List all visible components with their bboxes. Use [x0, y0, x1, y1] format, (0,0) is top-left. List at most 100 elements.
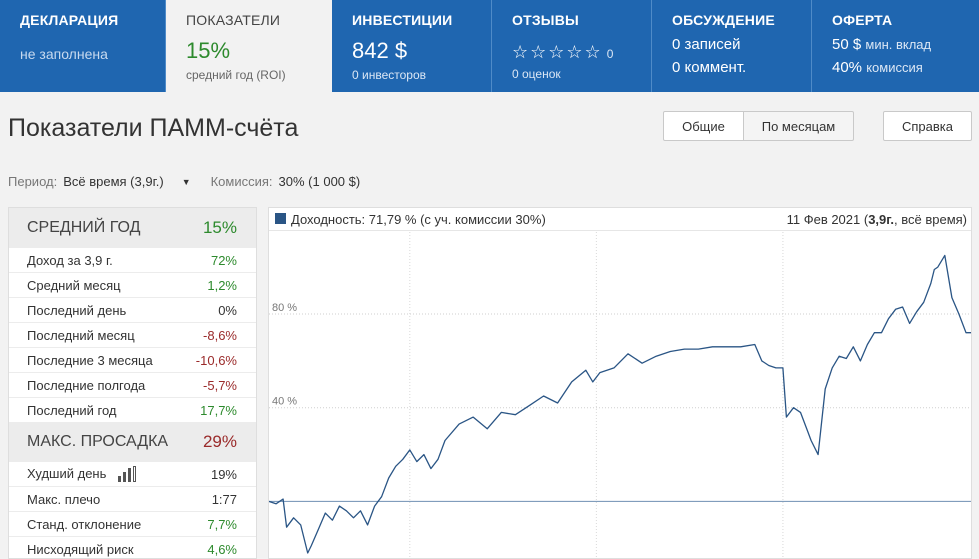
stat-label: Доход за 3,9 г.: [27, 252, 113, 268]
discussion-comments: 0 коммент.: [672, 59, 747, 76]
yield-chart-plot: 80 % 40 %: [269, 232, 972, 558]
stat-value: 17,7%: [200, 402, 237, 418]
stat-row: Средний месяц 1,2%: [9, 272, 256, 297]
chart-date-suffix: , всё время): [894, 212, 967, 227]
tab-indicators[interactable]: ПОКАЗАТЕЛИ 15% средний год (ROI): [166, 0, 332, 92]
general-button[interactable]: Общие: [663, 111, 744, 141]
stat-row: Доход за 3,9 г. 72%: [9, 247, 256, 272]
stat-label: Худший день: [27, 465, 107, 481]
chart-date-bold: 3,9г.: [868, 212, 894, 227]
stat-label-wrap: Средний месяц: [27, 278, 121, 293]
tab-offer[interactable]: ОФЕРТА 50 $ мин. вклад 40% комиссия: [812, 0, 979, 92]
drawdown-label: МАКС. ПРОСАДКА: [27, 432, 169, 450]
stat-value: -10,6%: [195, 352, 237, 368]
tab-declaration-value: не заполнена: [20, 46, 108, 62]
stat-label-wrap: Последний месяц: [27, 328, 135, 343]
tab-declaration-title: ДЕКЛАРАЦИЯ: [20, 12, 119, 28]
tab-discussion[interactable]: ОБСУЖДЕНИЕ 0 записей 0 коммент.: [652, 0, 812, 92]
tab-reviews-sub: 0 оценок: [512, 67, 561, 81]
tab-investments-value: 842 $: [352, 38, 408, 63]
commission-select[interactable]: 30% (1 000 $): [278, 174, 361, 189]
stat-value: 7,7%: [207, 516, 237, 532]
stats-rows-risk: Худший день 19% Макс. плечо 1:77 Станд. откл…: [9, 461, 256, 559]
stat-label: Нисходящий риск: [27, 541, 134, 557]
tab-reviews[interactable]: ОТЗЫВЫ ☆☆☆☆☆ 0 0 оценок: [492, 0, 652, 92]
offer-min-deposit-value: 50 $: [832, 36, 862, 53]
stat-label: Средний месяц: [27, 277, 121, 293]
stats-rows-income: Доход за 3,9 г. 72% Средний месяц 1,2% После…: [9, 247, 256, 422]
stat-value: 1,2%: [207, 277, 237, 293]
stat-label: Последние 3 месяца: [27, 352, 153, 368]
tab-investments[interactable]: ИНВЕСТИЦИИ 842 $ 0 инвесторов: [332, 0, 492, 92]
tab-declaration[interactable]: ДЕКЛАРАЦИЯ не заполнена: [0, 0, 166, 92]
avg-year-label: СРЕДНИЙ ГОД: [27, 218, 141, 236]
avg-year-value: 15%: [202, 217, 237, 237]
chart-legend: Доходность: 71,79 % (с уч. комиссии 30%): [291, 212, 546, 227]
period-label: Период:: [8, 174, 58, 189]
stat-value: 72%: [210, 252, 237, 268]
tab-reviews-title: ОТЗЫВЫ: [512, 12, 579, 28]
stat-row: Последние полгода -5,7%: [9, 372, 256, 397]
y-tick-label: 40 %: [272, 396, 297, 408]
page-title: Показатели ПАММ-счёта: [8, 114, 299, 142]
monthly-button[interactable]: По месяцам: [743, 111, 854, 141]
stat-label-wrap: Макс. плечо: [27, 492, 100, 507]
stat-label: Последний месяц: [27, 327, 135, 343]
stat-label: Станд. отклонение: [27, 516, 142, 532]
stat-value: 19%: [210, 466, 237, 482]
stat-label-wrap: Последний день: [27, 303, 126, 318]
legend-swatch: [275, 213, 286, 224]
tab-indicators-value: 15%: [186, 38, 231, 63]
stat-label-wrap: Худший день: [27, 465, 137, 483]
tab-investments-title: ИНВЕСТИЦИИ: [352, 12, 453, 28]
stat-value: 4,6%: [207, 541, 237, 557]
stat-value: 0%: [218, 302, 237, 318]
drawdown-header: МАКС. ПРОСАДКА 29%: [9, 422, 256, 461]
stat-row: Последний месяц -8,6%: [9, 322, 256, 347]
filters-bar: Период: Всё время (3,9г.) ▼ Комиссия: 30…: [8, 174, 360, 189]
stat-row: Худший день 19%: [9, 461, 256, 486]
y-tick-label: 80 %: [272, 302, 297, 314]
stat-row: Нисходящий риск 4,6%: [9, 536, 256, 559]
chevron-down-icon[interactable]: ▼: [181, 176, 191, 187]
yield-series-line[interactable]: [269, 254, 972, 554]
rating-stars-icon: ☆☆☆☆☆ 0: [512, 42, 651, 63]
offer-commission: 40% комиссия: [832, 59, 979, 76]
stat-value: 1:77: [211, 491, 237, 507]
tab-investments-sub: 0 инвесторов: [352, 68, 427, 82]
top-navigation: ДЕКЛАРАЦИЯ не заполнена ПОКАЗАТЕЛИ 15% с…: [0, 0, 979, 92]
stat-label-wrap: Доход за 3,9 г.: [27, 253, 113, 268]
discussion-posts: 0 записей: [672, 36, 741, 53]
stat-row: Макс. плечо 1:77: [9, 486, 256, 511]
rating-count: 0: [606, 47, 614, 61]
tab-indicators-sub: средний год (ROI): [186, 68, 286, 82]
avg-year-header: СРЕДНИЙ ГОД 15%: [9, 208, 256, 247]
offer-min-deposit-label: мин. вклад: [865, 37, 932, 52]
yield-chart[interactable]: 80 % 40 % Доходность: 71,79 % (с уч. коми…: [268, 207, 972, 559]
stat-row: Последний год 17,7%: [9, 397, 256, 422]
offer-commission-value: 40%: [832, 59, 863, 76]
stat-label-wrap: Последние полгода: [27, 378, 145, 393]
stat-value: -8,6%: [203, 327, 237, 343]
stat-row: Последние 3 месяца -10,6%: [9, 347, 256, 372]
stat-label: Последний год: [27, 402, 117, 418]
offer-min-deposit: 50 $ мин. вклад: [832, 36, 979, 53]
stat-label-wrap: Нисходящий риск: [27, 542, 134, 557]
stat-label: Последние полгода: [27, 377, 146, 393]
stat-label: Последний день: [27, 302, 127, 318]
help-button[interactable]: Справка: [883, 111, 972, 141]
period-select[interactable]: Всё время (3,9г.): [63, 174, 164, 189]
stat-label-wrap: Последний год: [27, 403, 117, 418]
bar-chart-icon[interactable]: [118, 466, 137, 483]
tab-discussion-title: ОБСУЖДЕНИЕ: [672, 12, 775, 28]
stats-panel: СРЕДНИЙ ГОД 15% Доход за 3,9 г. 72% Средни…: [8, 207, 257, 559]
chart-date-prefix: 11 Фев 2021 (: [786, 212, 869, 227]
tab-indicators-title: ПОКАЗАТЕЛИ: [186, 12, 281, 28]
stat-label-wrap: Последние 3 месяца: [27, 353, 153, 368]
offer-commission-label: комиссия: [866, 60, 923, 75]
stat-row: Станд. отклонение 7,7%: [9, 511, 256, 536]
tab-offer-title: ОФЕРТА: [832, 12, 893, 28]
rating-stars: ☆☆☆☆☆: [512, 42, 603, 62]
chart-date: 11 Фев 2021 (3,9г., всё время): [787, 212, 967, 227]
commission-label: Комиссия:: [210, 174, 273, 189]
